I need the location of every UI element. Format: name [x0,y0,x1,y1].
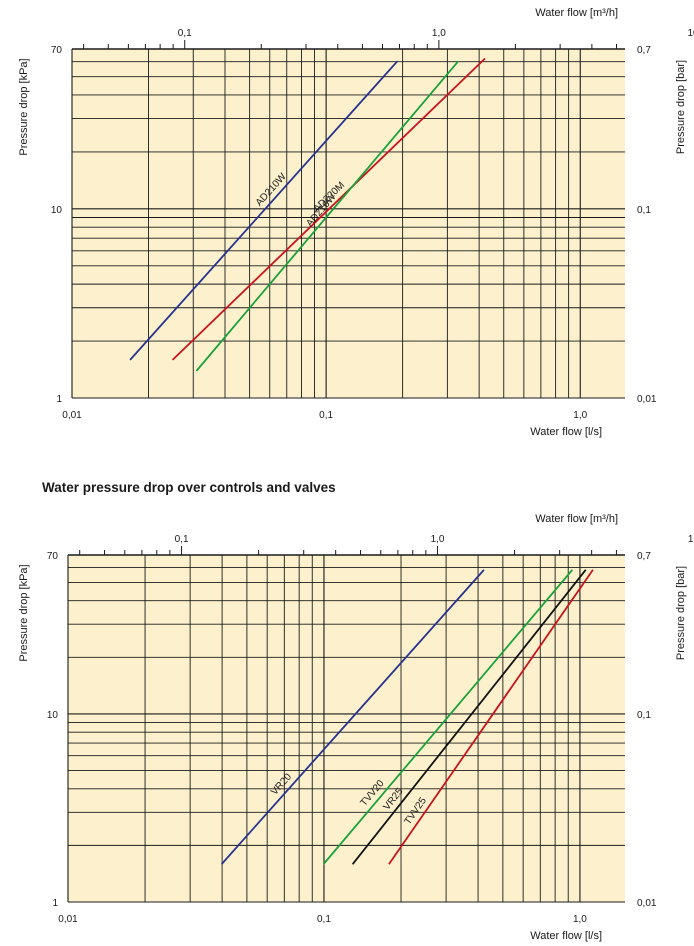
y-tick-label: 70 [51,45,63,56]
x-axis-title: Water flow [l/s] [530,426,602,438]
chart-valves-ad: 0,01 0,1 1,0 0,1 1,0 10 1 10 70 0,01 0,1 0,7 Water f… [18,7,694,438]
x2-tick-label: 0,1 [175,534,189,545]
x2-tick-label: 10 [688,534,694,545]
y2-tick-label: 0,01 [637,394,657,405]
y-tick-label: 10 [47,710,59,721]
series-line-vr25 [352,569,587,865]
y-tick-label: 70 [47,551,59,562]
x-tick-label: 0,1 [319,410,333,421]
x-axis-title: Water flow [l/s] [530,930,602,942]
x-tick-label: 1,0 [573,410,587,421]
x-tick-label: 0,1 [317,914,331,925]
y-axis-title: Pressure drop [kPa] [18,58,30,155]
plot-area [68,555,625,902]
x2-tick-label: 10 [687,28,694,39]
y-tick-label: 1 [56,394,62,405]
x2-axis-title: Water flow [m³/h] [535,7,618,19]
series-line-tvv20 [323,569,573,865]
x-tick-label: 0,01 [62,410,82,421]
y-tick-label: 10 [51,205,63,216]
x-tick-label: 0,01 [58,914,78,925]
y2-tick-label: 0,1 [637,710,651,721]
series-line-ad220m [172,58,486,361]
section-title: Water pressure drop over controls and va… [42,480,336,495]
plot-area [72,49,625,398]
series-line-vr20 [221,569,485,865]
y-tick-label: 1 [52,898,58,909]
x2-tick-label: 0,1 [178,28,192,39]
y2-axis-title: Pressure drop [bar] [675,60,687,154]
series-line-ad216w [195,60,459,372]
x2-tick-label: 1,0 [432,28,446,39]
series-line-ad210w [129,60,398,361]
series-line-tvv25 [388,569,594,865]
x-tick-label: 1,0 [573,914,587,925]
y2-tick-label: 0,7 [637,551,651,562]
y2-tick-label: 0,7 [637,45,651,56]
y2-tick-label: 0,01 [637,898,657,909]
chart-controls-valves: 0,01 0,1 1,0 0,1 1,0 10 1 10 70 0,01 0,1 0,7 Water f… [18,513,694,942]
x2-axis-title: Water flow [m³/h] [535,513,618,525]
y2-tick-label: 0,1 [637,205,651,216]
x2-tick-label: 1,0 [431,534,445,545]
y2-axis-title: Pressure drop [bar] [675,566,687,660]
y-axis-title: Pressure drop [kPa] [18,564,30,661]
